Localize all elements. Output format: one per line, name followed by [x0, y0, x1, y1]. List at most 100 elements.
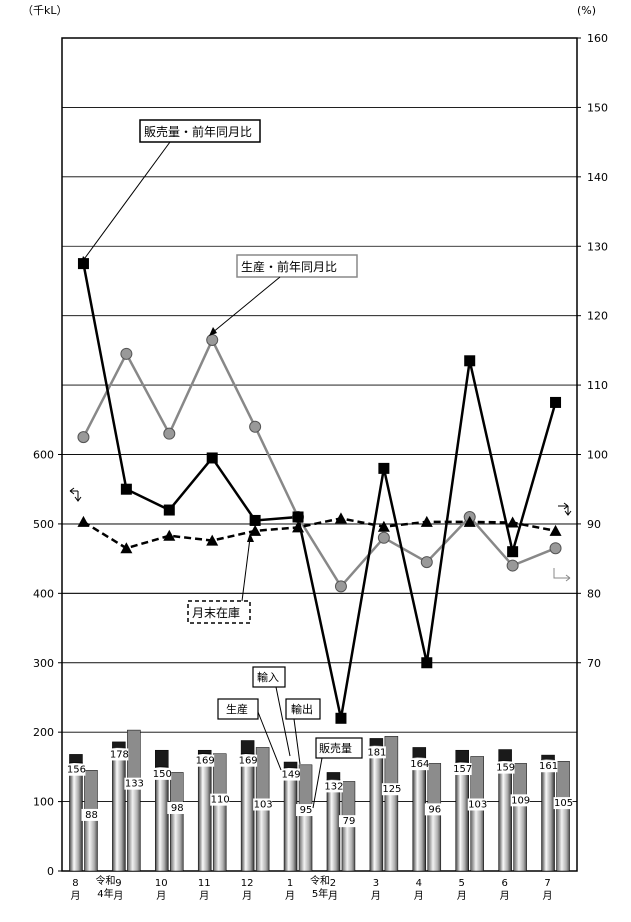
production-yoy-marker	[120, 347, 133, 360]
inventory-marker	[549, 524, 562, 536]
month-unit-label: 月	[199, 890, 209, 902]
production-value-label: 169	[239, 756, 258, 767]
sales-yoy-marker	[249, 514, 261, 526]
import-bar-segment	[369, 738, 384, 746]
export-bar-segment	[255, 747, 270, 800]
production-bar	[240, 753, 255, 872]
month-unit-label: 月	[113, 890, 123, 902]
inventory-callout-arrowhead	[247, 533, 254, 542]
era-label-line1: 令和	[310, 874, 330, 887]
production-callout: 生産	[226, 702, 248, 716]
sales-value-label-bg	[81, 808, 101, 821]
production-bar	[283, 767, 298, 872]
production-value-label: 164	[410, 759, 429, 770]
month-number-label: 11	[198, 878, 211, 889]
production-yoy-marker	[420, 556, 433, 569]
sales-yoy-marker	[206, 452, 218, 464]
inventory-callout: 月末在庫	[192, 606, 240, 620]
inventory-marker	[377, 520, 390, 532]
export-bar-segment	[470, 756, 484, 800]
right-axis-tick-label: 100	[587, 449, 608, 462]
inventory-marker	[420, 515, 433, 527]
export-bar-segment	[127, 729, 141, 779]
sales-bar	[127, 778, 141, 872]
month-number-label: 6	[501, 878, 507, 889]
inventory-callout-arrow	[241, 537, 251, 602]
production-yoy-marker	[377, 531, 390, 544]
right-axis-unit: (%)	[577, 4, 596, 17]
right-axis-tick-label: 90	[587, 518, 601, 531]
export-bar-segment	[556, 761, 570, 799]
inventory-callout-box	[187, 600, 251, 624]
era-label-line2: 5年	[312, 887, 328, 900]
production-bar	[69, 762, 83, 872]
sales-yoy-marker	[292, 511, 304, 523]
production-bar	[369, 745, 384, 872]
line-series-group	[77, 258, 562, 724]
inventory-marker	[506, 516, 519, 528]
production-value-label: 150	[153, 769, 172, 780]
sales-yoy-marker	[507, 546, 519, 558]
left-axis-tick-label: 600	[33, 449, 54, 462]
production-bar	[455, 761, 469, 872]
production-value-label: 161	[539, 761, 558, 772]
export-bar-segment	[341, 781, 356, 817]
month-number-label: 8	[72, 878, 78, 889]
sales-value-label: 133	[125, 779, 144, 790]
month-number-label: 3	[373, 878, 379, 889]
export-callout-box	[285, 698, 321, 720]
inventory-marker	[249, 524, 262, 536]
month-unit-label: 月	[500, 890, 510, 902]
inventory-marker	[334, 512, 347, 524]
left-axis-unit: （千kL）	[22, 4, 68, 17]
inventory-marker	[77, 515, 90, 527]
sales-value-label: 125	[382, 784, 401, 795]
export-bar-segment	[170, 772, 184, 804]
inventory-marker	[163, 529, 176, 541]
right-axis-indicator-gray-icon	[553, 568, 571, 582]
month-unit-label: 月	[156, 890, 166, 902]
month-unit-label: 月	[457, 890, 467, 902]
import-callout-box	[252, 666, 286, 688]
production-yoy-line	[82, 337, 557, 589]
production-bar	[541, 758, 555, 872]
inventory-marker	[292, 521, 305, 533]
export-bar-segment	[212, 753, 227, 795]
sales-yoy-callout-arrowhead	[80, 256, 89, 266]
production-value-label: 156	[67, 765, 86, 776]
sales-value-label: 95	[300, 805, 313, 816]
production-bar	[326, 779, 341, 872]
left-axis-tick-label: 500	[33, 518, 54, 531]
prod-yoy-callout-arrowhead	[209, 327, 217, 336]
left-axis-ticks: 0 100 200 300 400 500 600	[33, 449, 62, 878]
inventory-marker	[206, 534, 219, 546]
month-number-label: 5	[459, 878, 465, 889]
sales-value-label-bg	[167, 801, 187, 814]
right-axis-indicator-icon	[558, 502, 572, 516]
sales-value-label: 110	[211, 795, 230, 806]
month-unit-label: 月	[242, 890, 252, 902]
production-value-label: 169	[196, 756, 215, 767]
sales-value-label: 98	[171, 803, 184, 814]
export-bar-segment	[384, 736, 399, 785]
import-bar-segment	[283, 761, 298, 768]
sales-callout-box	[315, 737, 363, 759]
production-bar	[197, 753, 212, 872]
sales-value-label-bg	[381, 783, 401, 796]
era-label-line1: 令和	[95, 874, 115, 887]
month-unit-label: 月	[414, 890, 424, 902]
sales-bar	[212, 794, 227, 872]
sales-value-label: 96	[428, 804, 441, 815]
sales-yoy-callout-box	[139, 119, 261, 143]
production-value-label: 181	[367, 747, 386, 758]
sales-bar	[513, 795, 527, 872]
sales-value-label-bg	[338, 815, 358, 828]
sales-yoy-marker	[335, 712, 347, 724]
production-value-label: 159	[496, 763, 515, 774]
sales-value-label-bg	[467, 798, 487, 811]
sales-value-label: 88	[85, 810, 98, 821]
production-value-label-bg	[66, 763, 86, 776]
sales-value-label-bg	[424, 803, 444, 816]
import-bar-segment	[412, 747, 427, 758]
